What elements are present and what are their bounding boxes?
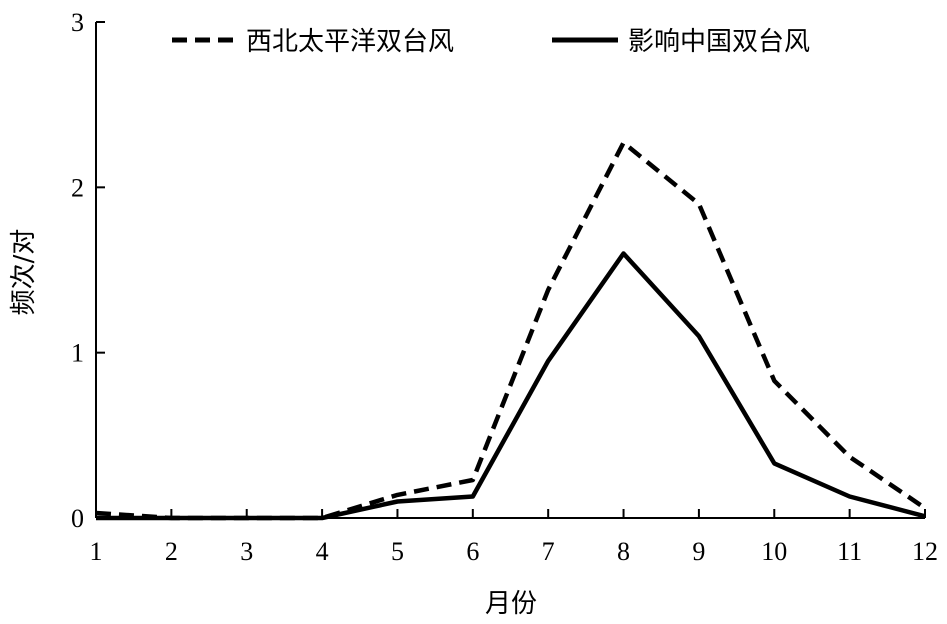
series-layer	[95, 140, 927, 521]
x-tick-label: 1	[90, 537, 103, 566]
y-tick-label: 3	[71, 8, 84, 37]
y-axis-ticks: 0 1 2 3	[71, 8, 105, 533]
x-axis-ticks: 1 2 3 4 5 6 7 8 9 10 11 12	[90, 509, 938, 566]
y-tick-label: 1	[71, 339, 84, 368]
x-tick-label: 10	[761, 537, 787, 566]
x-tick-label: 12	[912, 537, 938, 566]
x-tick-label: 2	[165, 537, 178, 566]
x-tick-label: 7	[542, 537, 555, 566]
legend-label-affecting-china: 影响中国双台风	[628, 27, 810, 57]
series-line-northwest-pacific	[95, 140, 927, 521]
x-tick-label: 8	[617, 537, 630, 566]
x-tick-label: 3	[240, 537, 253, 566]
y-axis-title: 频次/对	[9, 229, 39, 316]
x-tick-label: 6	[466, 537, 479, 566]
x-tick-label: 4	[316, 537, 329, 566]
x-tick-label: 11	[837, 537, 862, 566]
y-tick-label: 0	[71, 504, 84, 533]
series-line-affecting-china	[96, 251, 926, 521]
x-tick-label: 5	[391, 537, 404, 566]
x-tick-label: 9	[692, 537, 705, 566]
legend: 西北太平洋双台风 影响中国双台风	[172, 27, 810, 57]
axes	[95, 22, 925, 519]
y-tick-label: 2	[71, 173, 84, 202]
legend-label-northwest-pacific: 西北太平洋双台风	[246, 27, 454, 57]
x-axis-title: 月份	[485, 589, 537, 619]
